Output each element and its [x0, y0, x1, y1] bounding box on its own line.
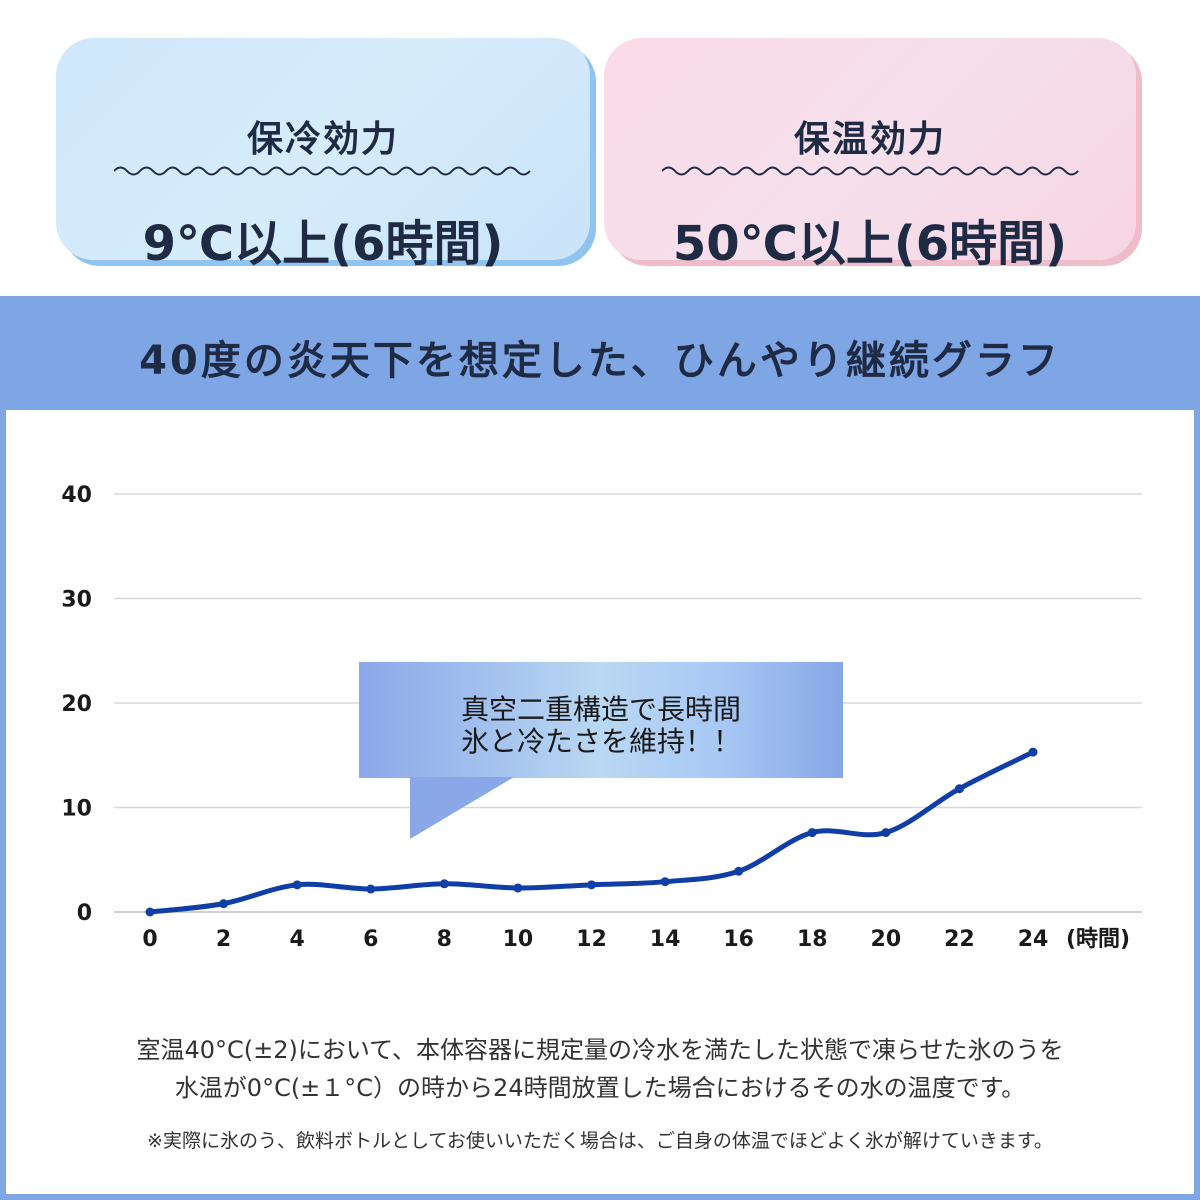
graph-body: 0 10 20 30 40 0 2 4 6 8 10 12 14 16 18 20 22 24 (時間) 真空二重構…	[6, 410, 1194, 1194]
y-tick-label-40: 40	[61, 483, 92, 508]
graph-panel: 40度の炎天下を想定した、ひんやり継続グラフ 0 10 20 30 40 0 2 4 6 8 10 1…	[0, 296, 1200, 1200]
heat-retention-title: 保温効力	[793, 119, 946, 160]
heat-retention-value: 50℃以上(6時間)	[672, 216, 1068, 272]
x-tick-label-2: 2	[216, 927, 231, 952]
data-point-0	[145, 907, 155, 917]
x-tick-label-14: 14	[650, 927, 681, 952]
data-point-16	[734, 866, 744, 876]
data-point-10	[513, 883, 523, 893]
test-condition-note-1: 室温40°C(±2)において、本体容器に規定量の冷水を満たした状態で凍らせた氷の…	[136, 1036, 1064, 1064]
x-tick-label-4: 4	[290, 927, 305, 952]
wave-divider-icon	[662, 166, 1079, 176]
graph-title: 40度の炎天下を想定した、ひんやり継続グラフ	[139, 338, 1061, 384]
callout-line-2: 氷と冷たさを維持！！	[460, 725, 741, 758]
x-tick-label-0: 0	[142, 927, 157, 952]
x-tick-label-18: 18	[797, 927, 828, 952]
x-tick-label-24: 24	[1018, 927, 1049, 952]
x-unit-label: (時間)	[1066, 927, 1130, 952]
callout-line-1: 真空二重構造で長時間	[460, 693, 741, 726]
data-point-18	[807, 828, 817, 838]
callout-tail	[410, 777, 514, 839]
cold-retention-card: 保冷効力 9℃以上(6時間)	[56, 38, 590, 272]
x-tick-label-20: 20	[871, 927, 902, 952]
data-point-4	[292, 880, 302, 890]
callout-box: 真空二重構造で長時間 氷と冷たさを維持！！	[359, 662, 843, 778]
cold-retention-value: 9℃以上(6時間)	[142, 216, 504, 272]
wave-divider-icon	[114, 166, 531, 176]
x-tick-label-6: 6	[363, 927, 378, 952]
x-tick-label-10: 10	[503, 927, 534, 952]
y-tick-label-10: 10	[61, 797, 92, 822]
cold-retention-title: 保冷効力	[246, 119, 399, 160]
data-point-14	[660, 877, 670, 887]
test-condition-note-2: 水温が0°C(±１°C）の時から24時間放置した場合におけるその水の温度です。	[174, 1074, 1026, 1102]
x-tick-label-12: 12	[576, 927, 607, 952]
y-tick-label-20: 20	[61, 692, 92, 717]
usage-disclaimer: ※実際に氷のう、飲料ボトルとしてお使いいただく場合は、ご自身の体温でほどよく氷が…	[147, 1130, 1053, 1152]
data-point-2	[219, 899, 229, 909]
data-point-12	[587, 880, 596, 890]
data-point-20	[881, 828, 891, 838]
data-point-8	[439, 879, 449, 889]
data-point-24	[1028, 747, 1038, 757]
data-point-22	[954, 784, 964, 794]
x-tick-label-22: 22	[944, 927, 975, 952]
heat-retention-card: 保温効力 50℃以上(6時間)	[604, 38, 1136, 272]
x-tick-label-8: 8	[437, 927, 452, 952]
y-tick-label-30: 30	[61, 588, 92, 613]
data-point-6	[366, 884, 376, 894]
x-tick-label-16: 16	[723, 927, 754, 952]
y-tick-label-0: 0	[77, 901, 92, 926]
